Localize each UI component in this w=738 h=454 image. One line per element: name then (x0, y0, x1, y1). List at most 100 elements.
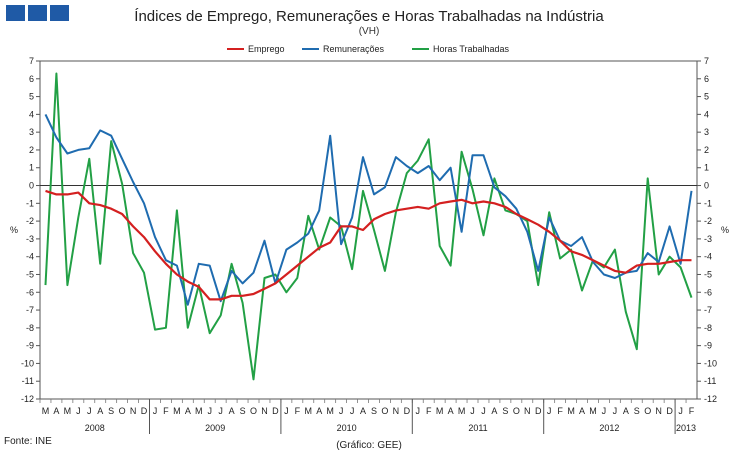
x-month-label: O (250, 406, 257, 416)
x-month-label: M (305, 406, 313, 416)
x-month-label: M (195, 406, 203, 416)
y-tick-label-right: 2 (704, 145, 709, 155)
x-month-label: A (185, 406, 191, 416)
y-tick-label-right: -12 (704, 394, 717, 404)
y-axis-label-right: % (721, 225, 729, 235)
x-month-label: M (436, 406, 444, 416)
chart-subtitle: (VH) (358, 26, 380, 37)
y-tick-label-left: -2 (26, 216, 34, 226)
x-month-label: F (295, 406, 301, 416)
x-month-label: N (655, 406, 662, 416)
y-tick-label-left: -10 (21, 358, 34, 368)
y-tick-label-right: -11 (704, 376, 716, 386)
legend-item-remuneracoes-label: Remunerações (323, 44, 385, 54)
x-month-label: S (371, 406, 377, 416)
y-tick-label-left: -6 (26, 287, 34, 297)
x-month-label: D (535, 406, 542, 416)
x-month-label: J (416, 406, 421, 416)
y-tick-label-right: 3 (704, 127, 709, 137)
x-month-label: J (207, 406, 212, 416)
source-note: Fonte: INE (4, 436, 52, 447)
x-month-label: F (163, 406, 169, 416)
y-tick-label-right: 0 (704, 181, 709, 191)
logo-block (28, 5, 47, 21)
x-month-label: J (153, 406, 158, 416)
y-tick-label-left: -11 (22, 376, 34, 386)
y-tick-label-right: -7 (704, 305, 712, 315)
x-month-label: J (87, 406, 92, 416)
x-month-label: S (502, 406, 508, 416)
chart-title: Índices de Emprego, Remunerações e Horas… (134, 8, 604, 25)
y-tick-label-left: 5 (29, 92, 34, 102)
x-month-label: J (284, 406, 289, 416)
x-month-label: F (426, 406, 432, 416)
y-tick-label-right: -9 (704, 341, 712, 351)
x-year-label: 2012 (599, 423, 619, 433)
logo-block (6, 5, 25, 21)
x-month-label: F (689, 406, 695, 416)
x-month-label: J (76, 406, 81, 416)
x-month-label: J (678, 406, 683, 416)
x-month-label: O (513, 406, 520, 416)
x-month-label: M (42, 406, 50, 416)
y-tick-label-right: 5 (704, 92, 709, 102)
x-month-label: N (524, 406, 531, 416)
y-tick-label-right: -2 (704, 216, 712, 226)
y-tick-label-right: 7 (704, 56, 709, 66)
x-year-label: 2011 (468, 423, 487, 433)
y-tick-label-right: 1 (704, 163, 709, 173)
y-tick-label-left: 2 (29, 145, 34, 155)
x-month-label: N (130, 406, 137, 416)
chart-credit: (Gráfico: GEE) (336, 440, 402, 451)
y-tick-label-right: -1 (704, 198, 712, 208)
x-month-label: S (108, 406, 114, 416)
y-tick-label-left: -3 (26, 234, 34, 244)
x-month-label: J (218, 406, 223, 416)
y-tick-label-right: -10 (704, 358, 717, 368)
y-tick-label-left: 1 (29, 163, 34, 173)
x-month-label: A (579, 406, 585, 416)
x-month-label: J (613, 406, 618, 416)
legend-item-horas-trabalhadas-label: Horas Trabalhadas (433, 44, 510, 54)
x-year-label: 2013 (676, 423, 696, 433)
x-year-label: 2008 (85, 423, 105, 433)
plot-frame (39, 60, 698, 400)
x-month-label: M (567, 406, 575, 416)
x-month-label: A (97, 406, 103, 416)
y-axis-label-left: % (10, 225, 18, 235)
x-month-label: M (326, 406, 334, 416)
y-tick-label-right: -8 (704, 323, 712, 333)
x-month-label: D (272, 406, 279, 416)
x-month-label: J (547, 406, 552, 416)
series-line-horas-trabalhadas (44, 72, 693, 381)
x-month-label: O (119, 406, 126, 416)
gee-logo (6, 5, 69, 21)
series-line-remuneracoes (44, 113, 693, 306)
series-line-emprego (45, 189, 692, 301)
x-month-label: A (448, 406, 454, 416)
y-tick-label-right: -6 (704, 287, 712, 297)
x-year-label: 2009 (205, 423, 225, 433)
x-month-label: D (404, 406, 411, 416)
y-tick-label-left: 0 (29, 181, 34, 191)
x-month-label: J (350, 406, 355, 416)
x-month-label: A (316, 406, 322, 416)
x-month-label: J (602, 406, 607, 416)
y-tick-label-left: 6 (29, 74, 34, 84)
y-tick-label-left: -5 (26, 269, 34, 279)
y-tick-label-right: -5 (704, 269, 712, 279)
y-tick-label-left: 4 (29, 109, 34, 119)
x-month-label: D (141, 406, 148, 416)
x-month-label: A (229, 406, 235, 416)
y-tick-label-left: 7 (29, 56, 34, 66)
x-month-label: M (173, 406, 181, 416)
x-month-label: S (634, 406, 640, 416)
y-tick-label-left: -12 (21, 394, 34, 404)
x-month-label: J (470, 406, 475, 416)
x-month-label: M (589, 406, 597, 416)
x-month-label: S (240, 406, 246, 416)
y-tick-label-left: 3 (29, 127, 34, 137)
y-tick-label-right: 4 (704, 109, 709, 119)
x-month-label: J (339, 406, 344, 416)
